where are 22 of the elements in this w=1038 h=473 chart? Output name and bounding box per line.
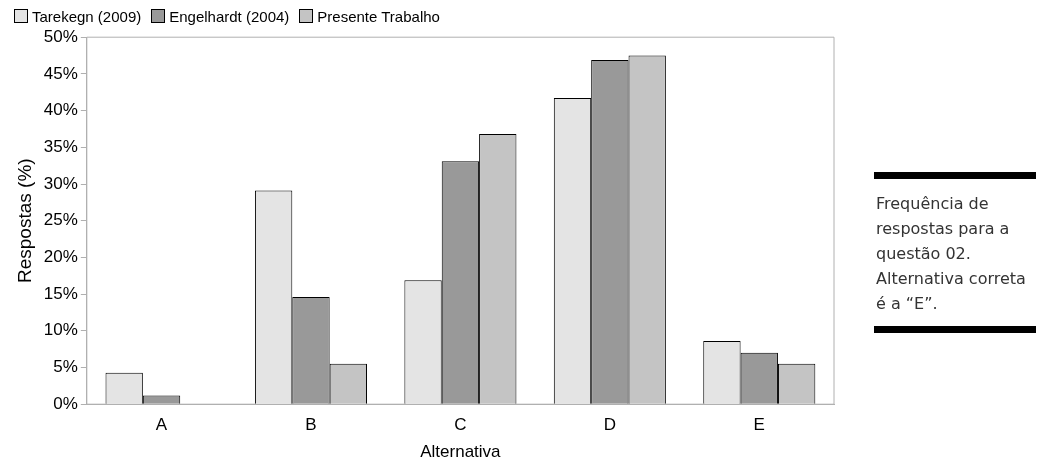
- legend-label: Presente Trabalho: [317, 7, 440, 25]
- x-tick-label: A: [155, 415, 168, 435]
- y-axis-title: Respostas (%): [13, 158, 35, 283]
- legend-label: Engelhardt (2004): [169, 7, 290, 25]
- y-tick-label: 15%: [43, 283, 78, 303]
- x-tick-label: B: [305, 415, 317, 435]
- legend-label: Tarekegn (2009): [32, 7, 142, 25]
- y-tick-label: 20%: [43, 247, 78, 267]
- y-tick-label: 5%: [53, 357, 78, 377]
- y-tick-label: 40%: [43, 100, 78, 120]
- y-tick-label: 30%: [43, 173, 78, 193]
- y-tick-label: 50%: [43, 26, 78, 46]
- y-tick-label: 25%: [43, 210, 78, 230]
- text: Frequência de respostas para a questão 02. Alternativa correta é a “E”.: [875, 193, 1027, 315]
- y-tick-label: 45%: [43, 63, 78, 83]
- x-tick-label: E: [753, 415, 765, 435]
- y-tick-label: 10%: [43, 320, 78, 340]
- x-axis-title: Alternativa: [420, 442, 502, 462]
- x-tick-label: D: [603, 415, 616, 435]
- y-tick-label: 35%: [43, 136, 78, 156]
- x-tick-label: C: [454, 415, 467, 435]
- y-tick-label: 0%: [53, 393, 78, 413]
